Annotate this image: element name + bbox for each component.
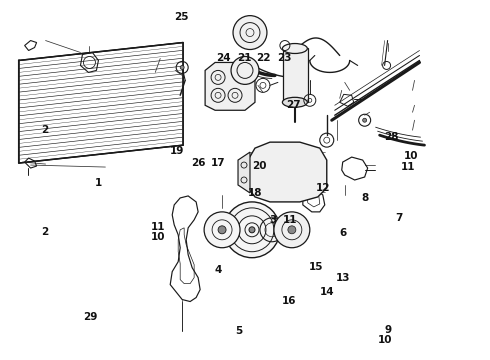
Polygon shape — [248, 142, 327, 202]
Text: 25: 25 — [174, 12, 189, 22]
Text: 11: 11 — [400, 162, 415, 172]
Text: 20: 20 — [252, 161, 267, 171]
Text: 8: 8 — [361, 193, 368, 203]
Circle shape — [233, 15, 267, 50]
Text: 17: 17 — [211, 158, 225, 168]
Text: 10: 10 — [404, 151, 418, 161]
Text: 12: 12 — [316, 183, 330, 193]
Circle shape — [249, 227, 255, 233]
Circle shape — [218, 226, 226, 234]
Text: 13: 13 — [336, 273, 350, 283]
Text: 21: 21 — [237, 53, 251, 63]
Text: 23: 23 — [277, 53, 292, 63]
Text: 11: 11 — [151, 222, 166, 232]
Circle shape — [363, 118, 367, 122]
Text: 22: 22 — [256, 53, 270, 63]
Circle shape — [288, 226, 296, 234]
Text: 2: 2 — [41, 227, 49, 237]
Text: 24: 24 — [216, 53, 230, 63]
Text: 11: 11 — [283, 215, 298, 225]
Circle shape — [224, 202, 280, 258]
Text: 18: 18 — [247, 188, 262, 198]
Text: 26: 26 — [191, 158, 206, 168]
Text: 19: 19 — [170, 146, 184, 156]
Text: 27: 27 — [287, 100, 301, 110]
Circle shape — [204, 212, 240, 248]
Bar — [283, 48, 308, 102]
Text: 2: 2 — [41, 125, 49, 135]
Text: 28: 28 — [384, 132, 399, 142]
Text: 3: 3 — [270, 215, 277, 225]
Circle shape — [231, 57, 259, 84]
Text: 10: 10 — [151, 232, 166, 242]
Text: 15: 15 — [309, 262, 323, 272]
Text: 16: 16 — [282, 296, 296, 306]
Text: 6: 6 — [339, 228, 346, 238]
Text: 4: 4 — [215, 265, 222, 275]
Polygon shape — [238, 152, 250, 193]
Ellipse shape — [282, 97, 307, 107]
Circle shape — [274, 212, 310, 248]
Text: 1: 1 — [95, 177, 102, 188]
Text: 9: 9 — [385, 325, 392, 335]
Polygon shape — [205, 62, 255, 110]
Text: 5: 5 — [236, 325, 243, 336]
Circle shape — [180, 66, 184, 69]
Text: 14: 14 — [320, 287, 334, 297]
Ellipse shape — [282, 44, 307, 54]
Text: 29: 29 — [83, 312, 98, 322]
Text: 10: 10 — [377, 334, 392, 345]
Text: 7: 7 — [395, 213, 403, 223]
